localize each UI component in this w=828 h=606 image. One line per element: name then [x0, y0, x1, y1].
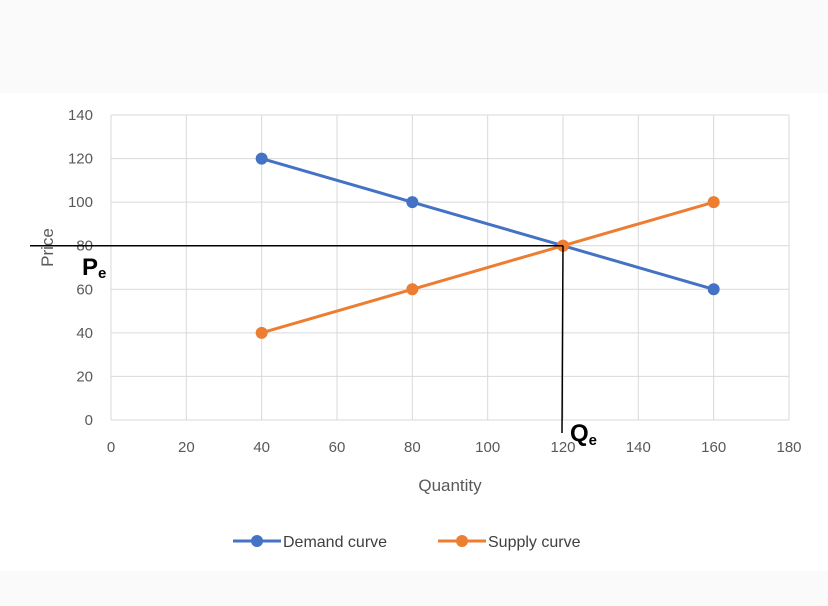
equilibrium-quantity-line: [561, 245, 564, 434]
x-tick-label: 20: [178, 439, 195, 456]
x-tick-label: 180: [776, 439, 801, 456]
y-axis-title: Price: [38, 228, 57, 267]
y-tick-label: 40: [76, 325, 93, 342]
y-tick-label: 20: [76, 368, 93, 385]
y-tick-label: 0: [85, 412, 93, 429]
series-line-demand: [261, 157, 715, 291]
y-tick-label: 140: [68, 107, 93, 124]
legend-swatch-marker: [251, 535, 263, 547]
x-tick-label: 60: [329, 439, 346, 456]
data-point: [406, 283, 419, 296]
series-line-supply: [261, 200, 715, 335]
data-point: [707, 283, 720, 296]
data-point: [707, 196, 720, 209]
x-tick-label: 140: [626, 439, 651, 456]
chart-panel: [0, 93, 828, 571]
y-tick-label: 100: [68, 194, 93, 211]
y-tick-label: 120: [68, 151, 93, 168]
y-tick-label: 60: [76, 281, 93, 298]
legend-swatch-marker: [456, 535, 468, 547]
data-point: [406, 196, 419, 209]
x-tick-label: 80: [404, 439, 421, 456]
data-point: [255, 326, 268, 339]
x-axis-title: Quantity: [418, 476, 482, 495]
equilibrium-price-label: Pe: [82, 254, 106, 282]
x-tick-label: 100: [475, 439, 500, 456]
x-tick-label: 40: [253, 439, 270, 456]
x-tick-label: 160: [701, 439, 726, 456]
data-point: [255, 152, 268, 165]
x-tick-label: 120: [550, 439, 575, 456]
x-tick-label: 0: [107, 439, 115, 456]
legend-label: Supply curve: [488, 534, 581, 551]
legend-label: Demand curve: [283, 534, 387, 551]
equilibrium-quantity-label: Qe: [570, 420, 597, 449]
